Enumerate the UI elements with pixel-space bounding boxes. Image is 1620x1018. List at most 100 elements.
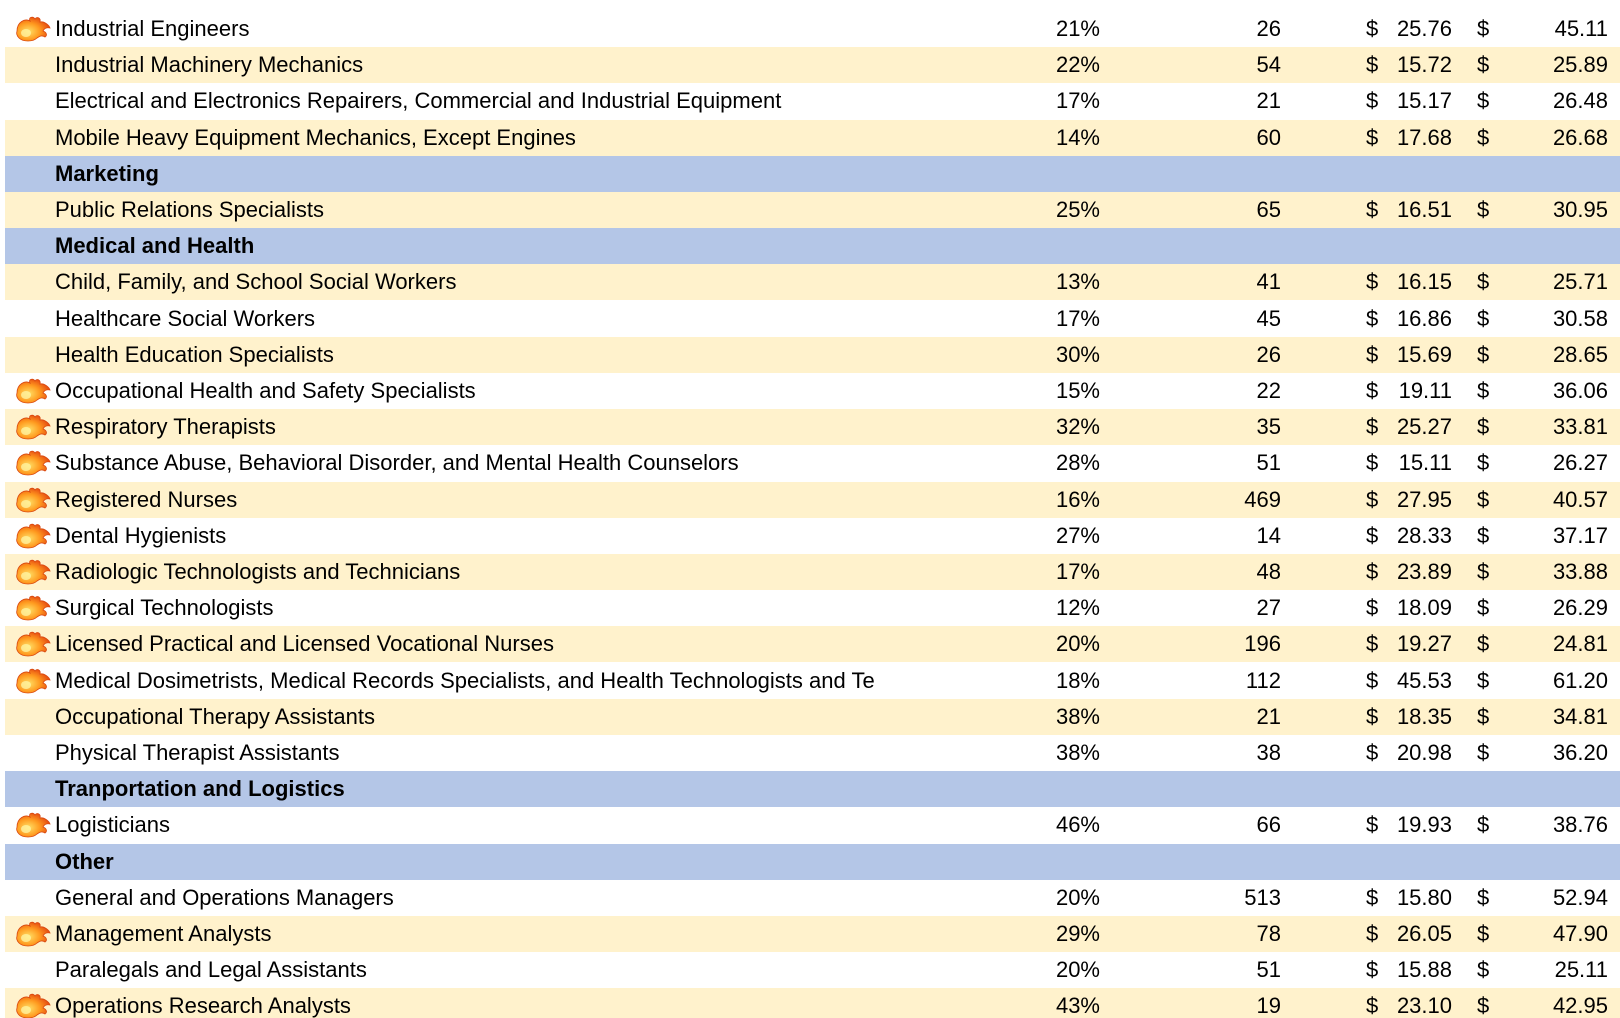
occupation: Substance Abuse, Behavioral Disorder, an… — [55, 450, 739, 476]
occupation: Occupational Health and Safety Specialis… — [55, 378, 476, 403]
data-row: Licensed Practical and Licensed Vocation… — [5, 626, 1620, 663]
median-wage: 30.95 — [1552, 197, 1608, 222]
openings: 51 — [1256, 450, 1281, 476]
openings: 26 — [1256, 16, 1281, 41]
occupation: Industrial Engineers — [55, 16, 250, 41]
median-wage: 26.29 — [1552, 595, 1608, 621]
openings: 78 — [1256, 921, 1281, 946]
data-row: Healthcare Social Workers 17% 45 $16.86 $30.… — [5, 301, 1620, 337]
currency: $ — [1477, 993, 1490, 1018]
currency: $ — [1366, 812, 1379, 838]
currency: $ — [1366, 703, 1379, 729]
openings: 38 — [1256, 740, 1281, 765]
entry-wage: 19.11 — [1398, 378, 1452, 403]
median-wage: 25.71 — [1552, 269, 1608, 295]
entry-wage: 20.98 — [1396, 740, 1452, 765]
currency: $ — [1366, 884, 1379, 910]
occupation: Management Analysts — [55, 921, 272, 946]
data-row: Operations Research Analysts 43% 19 $23.10 $… — [5, 988, 1620, 1018]
growth: 20% — [1055, 884, 1100, 910]
currency: $ — [1366, 595, 1379, 621]
currency: $ — [1366, 305, 1379, 331]
data-row: Paralegals and Legal Assistants 20% 51 $15.… — [5, 952, 1620, 988]
currency: $ — [1477, 341, 1490, 367]
currency: $ — [1477, 16, 1490, 41]
data-row: Child, Family, and School Social Workers… — [5, 264, 1620, 301]
section-row: Medical and Health — [5, 228, 1620, 265]
currency: $ — [1477, 124, 1490, 150]
entry-wage: 15.17 — [1396, 88, 1452, 114]
growth: 16% — [1055, 486, 1100, 512]
openings: 112 — [1245, 667, 1281, 693]
openings: 27 — [1256, 595, 1281, 621]
occupation: Healthcare Social Workers — [55, 305, 316, 331]
data-row: Dental Hygienists 27% 14 $28.33 $37.17 — [5, 518, 1620, 554]
currency: $ — [1477, 921, 1490, 946]
data-row: Electrical and Electronics Repairers, Co… — [5, 83, 1620, 119]
growth: 20% — [1055, 957, 1100, 983]
section-row: Other — [5, 843, 1620, 880]
growth: 18% — [1055, 667, 1100, 693]
currency: $ — [1477, 522, 1490, 548]
openings: 66 — [1256, 812, 1281, 838]
occupation: Industrial Machinery Mechanics — [55, 52, 364, 78]
currency: $ — [1477, 559, 1490, 584]
occupation: Health Education Specialists — [55, 341, 334, 367]
data-row: Industrial Engineers 21% 26 $25.76 $45.11 — [5, 11, 1620, 47]
median-wage: 26.48 — [1552, 88, 1608, 114]
occupation: Mobile Heavy Equipment Mechanics, Except… — [55, 124, 576, 150]
data-row: Surgical Technologists 12% 27 $18.09 $26.29 — [5, 590, 1620, 626]
hot-icon — [16, 16, 51, 42]
median-wage: 38.76 — [1552, 812, 1608, 838]
occupation: General and Operations Managers — [55, 884, 394, 910]
growth: 25% — [1055, 197, 1100, 222]
currency: $ — [1366, 667, 1379, 693]
data-row: Public Relations Specialists 25% 65 $16.51 $… — [5, 192, 1620, 228]
openings: 469 — [1244, 486, 1281, 512]
entry-wage: 19.27 — [1396, 631, 1452, 657]
occupation: Electrical and Electronics Repairers, Co… — [55, 88, 782, 114]
hot-icon — [16, 378, 51, 404]
median-wage: 45.11 — [1554, 16, 1608, 41]
growth: 30% — [1055, 341, 1100, 367]
currency: $ — [1477, 740, 1490, 765]
entry-wage: 23.89 — [1396, 559, 1452, 584]
currency: $ — [1477, 88, 1490, 114]
openings: 14 — [1256, 522, 1281, 548]
openings: 60 — [1256, 124, 1281, 150]
openings: 41 — [1256, 269, 1281, 295]
currency: $ — [1366, 450, 1379, 476]
data-row: Mobile Heavy Equipment Mechanics, Except… — [5, 119, 1620, 156]
occupation: Public Relations Specialists — [55, 197, 325, 222]
occupation: Licensed Practical and Licensed Vocation… — [55, 631, 554, 657]
occupation: Occupational Therapy Assistants — [55, 703, 375, 729]
openings: 65 — [1256, 197, 1281, 222]
openings: 51 — [1256, 957, 1281, 983]
currency: $ — [1366, 559, 1379, 584]
growth: 32% — [1055, 414, 1100, 440]
growth: 29% — [1055, 921, 1100, 946]
growth: 17% — [1055, 305, 1100, 331]
growth: 28% — [1055, 450, 1100, 476]
hot-icon — [16, 487, 51, 512]
entry-wage: 16.51 — [1396, 197, 1452, 222]
occupation: Surgical Technologists — [55, 595, 274, 621]
currency: $ — [1366, 522, 1379, 548]
data-row: Occupational Health and Safety Specialis… — [5, 373, 1620, 409]
section-title: Marketing — [55, 160, 159, 186]
entry-wage: 19.93 — [1396, 812, 1452, 838]
median-wage: 47.90 — [1552, 921, 1608, 946]
currency: $ — [1366, 197, 1379, 222]
hot-icon — [16, 632, 51, 657]
currency: $ — [1366, 378, 1379, 403]
median-wage: 52.94 — [1552, 884, 1608, 910]
data-row: General and Operations Managers 20% 513 $15… — [5, 880, 1620, 916]
currency: $ — [1477, 812, 1490, 838]
growth: 21% — [1055, 16, 1100, 41]
currency: $ — [1477, 378, 1490, 403]
median-wage: 61.20 — [1552, 667, 1608, 693]
occupation: Dental Hygienists — [55, 522, 227, 548]
entry-wage: 27.95 — [1396, 486, 1452, 512]
openings: 48 — [1256, 559, 1281, 584]
